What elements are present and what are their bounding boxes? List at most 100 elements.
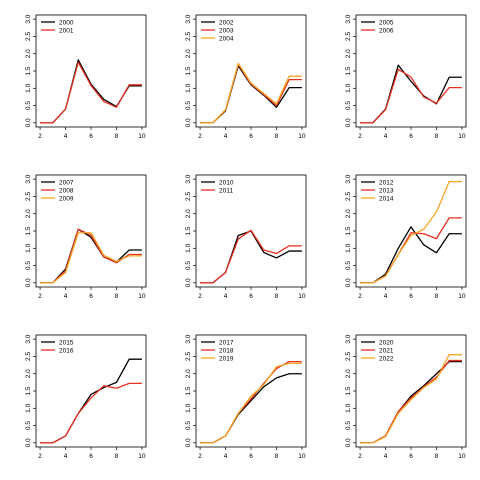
y-tick-label: 2.0 (185, 369, 192, 378)
y-tick-label: 0.5 (25, 261, 32, 270)
plot-frame (35, 174, 147, 288)
legend-label: 2008 (59, 187, 74, 194)
y-tick-label: 0.0 (345, 278, 352, 287)
y-tick-label: 1.5 (25, 386, 32, 395)
x-tick-label: 4 (64, 133, 68, 140)
y-tick-label: 3.0 (185, 334, 192, 343)
y-tick-label: 2.0 (185, 49, 192, 58)
series-line-2016 (40, 382, 142, 444)
y-tick-label: 3.0 (25, 14, 32, 23)
x-tick-label: 10 (298, 133, 306, 140)
x-tick-label: 4 (384, 133, 388, 140)
y-tick-label: 2.5 (345, 32, 352, 41)
plot-frame (195, 334, 307, 448)
x-tick-label: 4 (64, 453, 68, 460)
series-line-2019 (200, 362, 302, 444)
x-tick-label: 8 (275, 453, 279, 460)
x-tick-label: 8 (435, 293, 439, 300)
legend-label: 2021 (379, 347, 394, 354)
x-tick-label: 8 (435, 133, 439, 140)
y-tick-label: 0.5 (185, 421, 192, 430)
legend-label: 2014 (379, 195, 394, 202)
x-tick-label: 10 (458, 133, 466, 140)
series-line-2005 (360, 64, 462, 124)
series-line-2018 (200, 360, 302, 444)
legend-label: 2009 (59, 195, 74, 202)
y-tick-label: 1.5 (25, 66, 32, 75)
y-tick-label: 3.0 (185, 174, 192, 183)
x-tick-label: 8 (115, 133, 119, 140)
y-tick-label: 1.5 (185, 226, 192, 235)
y-tick-label: 2.5 (185, 192, 192, 201)
legend-label: 2012 (379, 179, 394, 186)
x-tick-label: 6 (249, 453, 253, 460)
y-tick-label: 0.5 (25, 101, 32, 110)
y-tick-label: 0.0 (185, 118, 192, 127)
y-tick-label: 1.0 (185, 403, 192, 412)
series-line-2002 (200, 65, 302, 124)
y-tick-label: 0.5 (25, 421, 32, 430)
x-tick-label: 4 (64, 293, 68, 300)
x-tick-label: 2 (38, 293, 42, 300)
x-tick-label: 8 (115, 453, 119, 460)
series-line-2021 (360, 359, 462, 444)
legend-label: 2004 (219, 35, 234, 42)
legend-label: 2006 (379, 27, 394, 34)
x-tick-label: 2 (198, 453, 202, 460)
y-tick-label: 3.0 (345, 174, 352, 183)
x-tick-label: 6 (249, 133, 253, 140)
y-tick-label: 2.0 (25, 209, 32, 218)
plot-frame (35, 14, 147, 128)
y-tick-label: 0.0 (185, 278, 192, 287)
plot-frame (355, 14, 467, 128)
x-tick-label: 2 (198, 293, 202, 300)
legend-label: 2022 (379, 355, 394, 362)
y-tick-label: 2.0 (25, 369, 32, 378)
legend-label: 2020 (379, 339, 394, 346)
y-tick-label: 1.0 (345, 83, 352, 92)
series-line-2010 (200, 230, 302, 284)
y-tick-label: 2.5 (185, 352, 192, 361)
y-tick-label: 2.0 (345, 369, 352, 378)
x-tick-label: 6 (409, 453, 413, 460)
y-tick-label: 1.0 (185, 83, 192, 92)
legend-label: 2019 (219, 355, 234, 362)
x-tick-label: 2 (358, 293, 362, 300)
y-tick-label: 2.5 (25, 352, 32, 361)
y-tick-label: 2.0 (185, 209, 192, 218)
y-tick-label: 2.5 (25, 32, 32, 41)
legend-label: 2002 (219, 19, 234, 26)
x-tick-label: 6 (89, 293, 93, 300)
x-tick-label: 10 (298, 293, 306, 300)
legend-label: 2010 (219, 179, 234, 186)
x-tick-label: 2 (358, 133, 362, 140)
y-tick-label: 0.5 (345, 261, 352, 270)
y-tick-label: 2.5 (345, 192, 352, 201)
y-tick-label: 1.5 (25, 226, 32, 235)
series-line-2020 (360, 360, 462, 444)
y-tick-label: 1.0 (345, 403, 352, 412)
series-line-2000 (40, 59, 142, 124)
y-tick-label: 0.0 (25, 118, 32, 127)
series-line-2001 (40, 61, 142, 124)
x-tick-label: 6 (89, 453, 93, 460)
x-tick-label: 4 (384, 453, 388, 460)
x-tick-label: 10 (458, 293, 466, 300)
y-tick-label: 0.0 (25, 278, 32, 287)
y-tick-label: 3.0 (185, 14, 192, 23)
legend-label: 2015 (59, 339, 74, 346)
y-tick-label: 1.0 (185, 243, 192, 252)
y-tick-label: 0.0 (25, 438, 32, 447)
legend-label: 2013 (379, 187, 394, 194)
series-line-2011 (200, 229, 302, 284)
legend-label: 2016 (59, 347, 74, 354)
x-tick-label: 10 (138, 453, 146, 460)
series-line-2015 (40, 358, 142, 444)
